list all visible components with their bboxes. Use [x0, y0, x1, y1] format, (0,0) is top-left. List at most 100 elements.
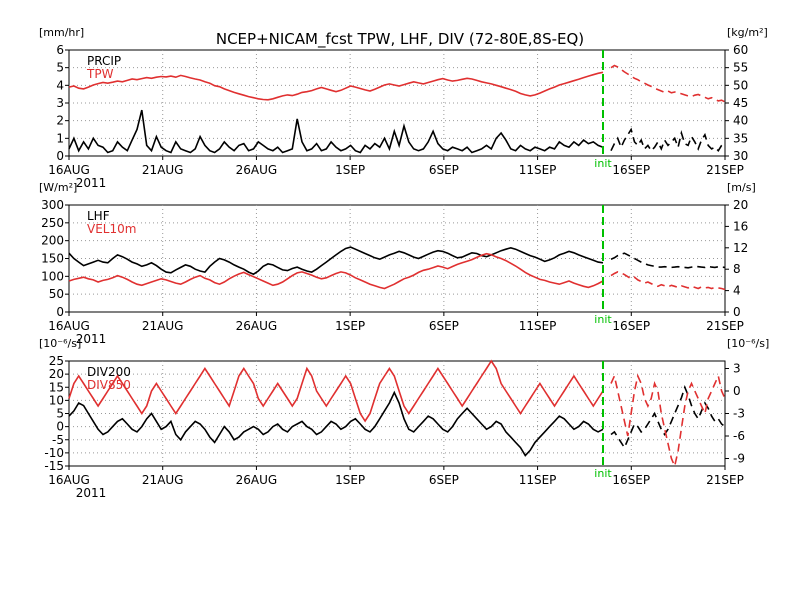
x-tick-label: 1SEP	[335, 319, 365, 333]
x-tick-label: 16AUG	[48, 473, 90, 487]
x-year-label: 2011	[76, 486, 107, 500]
legend-tpw: TPW	[86, 67, 114, 81]
y-tick-label-right: 55	[733, 61, 748, 75]
init-label: init	[594, 157, 612, 170]
y-tick-label-right: 8	[733, 262, 741, 276]
x-tick-label: 26AUG	[236, 473, 278, 487]
x-tick-label: 16SEP	[612, 473, 650, 487]
x-tick-label: 16SEP	[612, 319, 650, 333]
y-tick-label-right: 45	[733, 96, 748, 110]
x-tick-label: 26AUG	[236, 319, 278, 333]
forecast-line-div200	[610, 385, 726, 450]
chart-title: NCEP+NICAM_fcst TPW, LHF, DIV (72-80E,8S…	[216, 30, 584, 49]
y-tick-label-left: -10	[44, 446, 64, 460]
x-tick-label: 6SEP	[429, 473, 459, 487]
x-tick-label: 6SEP	[429, 163, 459, 177]
forecast-line-div850	[610, 373, 726, 469]
y-tick-label-left: 300	[41, 198, 64, 212]
panel-1: 16AUG 21AUG 26AUG 1SEP 6SEP 11SEP 16SEP 21SEP20…	[39, 26, 768, 190]
x-tick-label: 16AUG	[48, 319, 90, 333]
init-label: init	[594, 313, 612, 326]
y-tick-label-right: 0	[733, 305, 741, 319]
legend-div200: DIV200	[87, 365, 131, 379]
y-tick-label-left: 5	[56, 61, 64, 75]
x-tick-label: 11SEP	[519, 319, 557, 333]
y-tick-label-left: 50	[49, 287, 64, 301]
x-tick-label: 11SEP	[519, 163, 557, 177]
x-tick-label: 21SEP	[706, 319, 744, 333]
y-tick-label-left: 250	[41, 216, 64, 230]
y-tick-label-right: 4	[733, 284, 741, 298]
y-tick-label-left: 0	[56, 149, 64, 163]
y-tick-label-right: 40	[733, 114, 748, 128]
y-unit-right: [10⁻⁶/s]	[727, 337, 769, 350]
x-year-label: 2011	[76, 176, 107, 190]
y-tick-label-right: -6	[733, 429, 745, 443]
forecast-line-prcip	[610, 127, 726, 152]
y-tick-label-right: 0	[733, 384, 741, 398]
y-tick-label-left: -15	[44, 459, 64, 473]
y-unit-left: [W/m²]	[39, 181, 77, 194]
y-unit-right: [m/s]	[727, 181, 756, 194]
y-tick-label-left: 10	[49, 393, 64, 407]
y-tick-label-left: 200	[41, 234, 64, 248]
x-tick-label: 1SEP	[335, 163, 365, 177]
y-tick-label-right: 3	[733, 362, 741, 376]
forecast-line-tpw	[610, 64, 726, 103]
series-line-div200	[68, 390, 604, 457]
y-tick-label-left: 15	[49, 380, 64, 394]
y-tick-label-right: 16	[733, 219, 748, 233]
x-tick-label: 21AUG	[142, 163, 184, 177]
init-label: init	[594, 467, 612, 480]
x-tick-label: 21AUG	[142, 473, 184, 487]
y-unit-left: [mm/hr]	[39, 26, 84, 39]
x-tick-label: 21SEP	[706, 473, 744, 487]
y-tick-label-right: 60	[733, 43, 748, 57]
y-tick-label-left: 25	[49, 354, 64, 368]
panel-2: 16AUG 21AUG 26AUG 1SEP 6SEP 11SEP 16SEP 21SEP 20…	[39, 181, 756, 346]
x-tick-label: 26AUG	[236, 163, 278, 177]
panel-3: 16AUG 21AUG 26AUG 1SEP 6SEP 11SEP 16SEP 21SEP 20…	[39, 337, 769, 500]
y-tick-label-left: 150	[41, 252, 64, 266]
y-tick-label-right: 20	[733, 198, 748, 212]
y-tick-label-left: 100	[41, 269, 64, 283]
y-tick-label-right: -9	[733, 452, 745, 466]
series-line-prcip	[68, 109, 604, 154]
y-tick-label-left: 0	[56, 420, 64, 434]
y-tick-label-right: 50	[733, 78, 748, 92]
forecast-line-lhf	[610, 252, 726, 269]
y-tick-label-left: 6	[56, 43, 64, 57]
y-tick-label-right: 30	[733, 149, 748, 163]
y-tick-label-left: 3	[56, 96, 64, 110]
series-line-lhf	[68, 246, 604, 276]
y-tick-label-right: 12	[733, 241, 748, 255]
y-tick-label-left: 20	[49, 367, 64, 381]
legend-div850: DIV850	[87, 378, 131, 392]
series-line-vel10m	[68, 252, 604, 290]
y-tick-label-left: 4	[56, 78, 64, 92]
y-unit-left: [10⁻⁶/s]	[39, 337, 81, 350]
x-tick-label: 1SEP	[335, 473, 365, 487]
legend-vel10m: VEL10m	[87, 222, 136, 236]
legend-lhf: LHF	[87, 209, 110, 223]
series-line-div850	[68, 359, 604, 423]
y-tick-label-left: 0	[56, 305, 64, 319]
forecast-line-vel10m	[610, 271, 726, 291]
series-line-tpw	[68, 71, 604, 101]
legend-prcip: PRCIP	[87, 54, 121, 68]
y-tick-label-left: 1	[56, 131, 64, 145]
x-tick-label: 6SEP	[429, 319, 459, 333]
x-tick-label: 16SEP	[612, 163, 650, 177]
x-year-label: 2011	[76, 332, 107, 346]
x-tick-label: 16AUG	[48, 163, 90, 177]
x-tick-label: 11SEP	[519, 473, 557, 487]
x-tick-label: 21AUG	[142, 319, 184, 333]
x-tick-label: 21SEP	[706, 163, 744, 177]
y-tick-label-left: -5	[52, 433, 64, 447]
y-tick-label-left: 2	[56, 114, 64, 128]
y-tick-label-left: 5	[56, 407, 64, 421]
y-tick-label-right: 35	[733, 131, 748, 145]
y-unit-right: [kg/m²]	[727, 26, 768, 39]
